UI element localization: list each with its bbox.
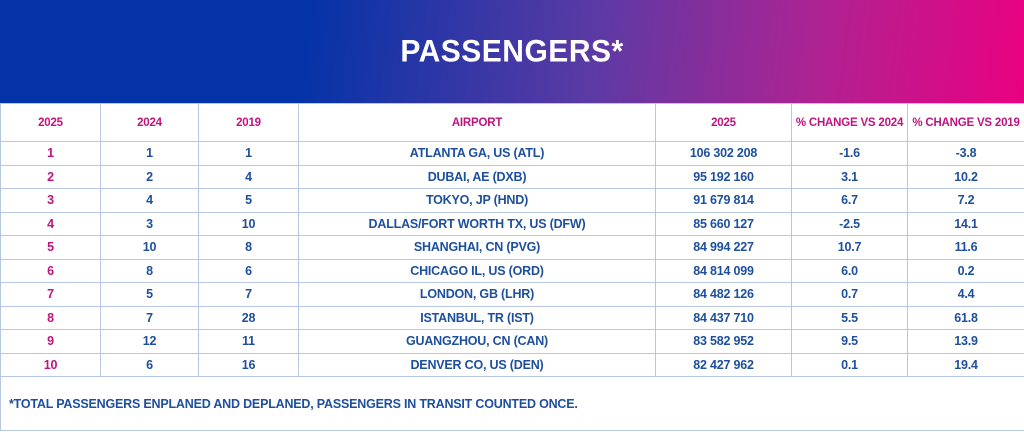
cell-rank-2025: 2 xyxy=(0,164,101,189)
cell-rank-2025: 8 xyxy=(0,305,101,330)
table-row: 2 2 4 DUBAI, AE (DXB) 95 192 160 3.1 10.… xyxy=(0,164,1024,189)
header-row: 2025 2024 2019 AIRPORT 2025 % CHANGE VS … xyxy=(0,103,1024,142)
column-header-passengers-2025: 2025 xyxy=(655,103,792,142)
cell-rank-2019: 10 xyxy=(198,211,299,236)
cell-change-vs-2024: 5.5 xyxy=(791,305,908,330)
cell-rank-2019: 8 xyxy=(198,235,299,260)
cell-rank-2025: 5 xyxy=(0,235,101,260)
cell-rank-2024: 4 xyxy=(100,188,199,213)
cell-passengers-2025: 91 679 814 xyxy=(655,188,792,213)
table-row: 6 8 6 CHICAGO IL, US (ORD) 84 814 099 6.… xyxy=(0,258,1024,283)
banner: PASSENGERS* xyxy=(0,0,1024,103)
cell-passengers-2025: 84 482 126 xyxy=(655,282,792,307)
cell-airport: DUBAI, AE (DXB) xyxy=(298,164,656,189)
table-row: 4 3 10 DALLAS/FORT WORTH TX, US (DFW) 85… xyxy=(0,211,1024,236)
cell-passengers-2025: 82 427 962 xyxy=(655,352,792,377)
cell-rank-2019: 4 xyxy=(198,164,299,189)
cell-rank-2019: 11 xyxy=(198,329,299,354)
cell-change-vs-2024: 6.0 xyxy=(791,258,908,283)
column-header-change-vs-2024: % CHANGE VS 2024 xyxy=(791,103,908,142)
cell-passengers-2025: 84 814 099 xyxy=(655,258,792,283)
cell-change-vs-2019: 4.4 xyxy=(907,282,1024,307)
cell-change-vs-2019: 19.4 xyxy=(907,352,1024,377)
cell-change-vs-2024: 0.7 xyxy=(791,282,908,307)
footnote-row: *TOTAL PASSENGERS ENPLANED AND DEPLANED,… xyxy=(0,376,1024,431)
cell-change-vs-2024: 9.5 xyxy=(791,329,908,354)
table-footer: *TOTAL PASSENGERS ENPLANED AND DEPLANED,… xyxy=(0,376,1024,431)
cell-rank-2025: 4 xyxy=(0,211,101,236)
cell-airport: TOKYO, JP (HND) xyxy=(298,188,656,213)
cell-airport: DENVER CO, US (DEN) xyxy=(298,352,656,377)
table-row: 8 7 28 ISTANBUL, TR (IST) 84 437 710 5.5… xyxy=(0,305,1024,330)
cell-rank-2019: 5 xyxy=(198,188,299,213)
cell-rank-2024: 12 xyxy=(100,329,199,354)
cell-rank-2019: 7 xyxy=(198,282,299,307)
cell-passengers-2025: 84 994 227 xyxy=(655,235,792,260)
table-body: 1 1 1 ATLANTA GA, US (ATL) 106 302 208 -… xyxy=(0,141,1024,377)
cell-airport: LONDON, GB (LHR) xyxy=(298,282,656,307)
cell-passengers-2025: 83 582 952 xyxy=(655,329,792,354)
table-row: 5 10 8 SHANGHAI, CN (PVG) 84 994 227 10.… xyxy=(0,235,1024,260)
column-header-rank-2025: 2025 xyxy=(0,103,101,142)
cell-rank-2024: 10 xyxy=(100,235,199,260)
table-row: 9 12 11 GUANGZHOU, CN (CAN) 83 582 952 9… xyxy=(0,329,1024,354)
table-row: 3 4 5 TOKYO, JP (HND) 91 679 814 6.7 7.2 xyxy=(0,188,1024,213)
cell-rank-2024: 6 xyxy=(100,352,199,377)
cell-airport: ISTANBUL, TR (IST) xyxy=(298,305,656,330)
table-row: 7 5 7 LONDON, GB (LHR) 84 482 126 0.7 4.… xyxy=(0,282,1024,307)
cell-rank-2024: 5 xyxy=(100,282,199,307)
cell-rank-2019: 1 xyxy=(198,141,299,166)
cell-passengers-2025: 106 302 208 xyxy=(655,141,792,166)
table-row: 1 1 1 ATLANTA GA, US (ATL) 106 302 208 -… xyxy=(0,141,1024,166)
cell-rank-2025: 3 xyxy=(0,188,101,213)
cell-change-vs-2019: 61.8 xyxy=(907,305,1024,330)
column-header-rank-2024: 2024 xyxy=(100,103,199,142)
cell-passengers-2025: 85 660 127 xyxy=(655,211,792,236)
cell-rank-2019: 16 xyxy=(198,352,299,377)
cell-change-vs-2024: 10.7 xyxy=(791,235,908,260)
cell-airport: DALLAS/FORT WORTH TX, US (DFW) xyxy=(298,211,656,236)
cell-airport: ATLANTA GA, US (ATL) xyxy=(298,141,656,166)
cell-rank-2025: 1 xyxy=(0,141,101,166)
cell-passengers-2025: 84 437 710 xyxy=(655,305,792,330)
cell-change-vs-2024: -2.5 xyxy=(791,211,908,236)
cell-change-vs-2024: -1.6 xyxy=(791,141,908,166)
cell-rank-2025: 9 xyxy=(0,329,101,354)
cell-rank-2019: 28 xyxy=(198,305,299,330)
cell-airport: SHANGHAI, CN (PVG) xyxy=(298,235,656,260)
cell-rank-2024: 8 xyxy=(100,258,199,283)
cell-change-vs-2019: 10.2 xyxy=(907,164,1024,189)
table-header: 2025 2024 2019 AIRPORT 2025 % CHANGE VS … xyxy=(0,103,1024,142)
cell-passengers-2025: 95 192 160 xyxy=(655,164,792,189)
cell-change-vs-2024: 0.1 xyxy=(791,352,908,377)
cell-change-vs-2019: 14.1 xyxy=(907,211,1024,236)
cell-change-vs-2024: 6.7 xyxy=(791,188,908,213)
cell-change-vs-2019: 13.9 xyxy=(907,329,1024,354)
cell-rank-2024: 7 xyxy=(100,305,199,330)
cell-rank-2025: 6 xyxy=(0,258,101,283)
cell-change-vs-2019: 7.2 xyxy=(907,188,1024,213)
cell-change-vs-2019: -3.8 xyxy=(907,141,1024,166)
cell-rank-2024: 2 xyxy=(100,164,199,189)
cell-airport: GUANGZHOU, CN (CAN) xyxy=(298,329,656,354)
passengers-table: 2025 2024 2019 AIRPORT 2025 % CHANGE VS … xyxy=(0,103,1024,431)
cell-rank-2024: 3 xyxy=(100,211,199,236)
column-header-change-vs-2019: % CHANGE VS 2019 xyxy=(907,103,1024,142)
table-row: 10 6 16 DENVER CO, US (DEN) 82 427 962 0… xyxy=(0,352,1024,377)
cell-rank-2025: 7 xyxy=(0,282,101,307)
page-title: PASSENGERS* xyxy=(400,33,624,69)
cell-change-vs-2019: 11.6 xyxy=(907,235,1024,260)
cell-change-vs-2024: 3.1 xyxy=(791,164,908,189)
cell-rank-2019: 6 xyxy=(198,258,299,283)
cell-airport: CHICAGO IL, US (ORD) xyxy=(298,258,656,283)
column-header-rank-2019: 2019 xyxy=(198,103,299,142)
cell-change-vs-2019: 0.2 xyxy=(907,258,1024,283)
cell-rank-2024: 1 xyxy=(100,141,199,166)
footnote: *TOTAL PASSENGERS ENPLANED AND DEPLANED,… xyxy=(0,376,1024,431)
column-header-airport: AIRPORT xyxy=(298,103,656,142)
cell-rank-2025: 10 xyxy=(0,352,101,377)
